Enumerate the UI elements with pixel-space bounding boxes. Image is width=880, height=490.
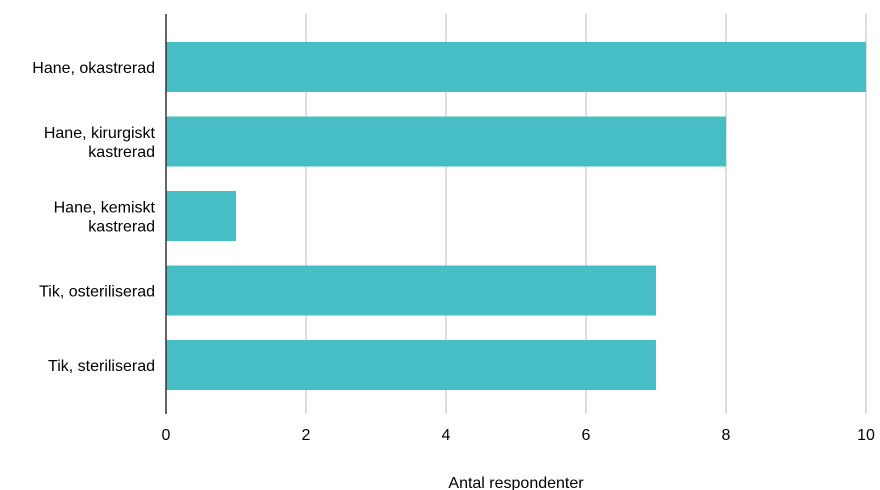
bar — [166, 265, 656, 316]
bar — [166, 191, 236, 241]
x-axis-title: Antal respondenter — [448, 475, 584, 490]
category-label: Hane, okastrerad — [32, 60, 155, 77]
x-tick-label: 6 — [582, 427, 591, 444]
category-label: Hane, kemiskt kastrerad — [54, 200, 156, 236]
x-tick-label: 2 — [302, 427, 311, 444]
bar — [166, 116, 726, 167]
category-label: Hane, kirurgiskt kastrerad — [44, 125, 156, 161]
category-label: Tik, steriliserad — [48, 358, 155, 375]
x-tick-labels: 0 2 4 6 8 10 — [162, 427, 875, 444]
category-labels: Hane, okastrerad Hane, kirurgiskt kastrera… — [32, 60, 155, 375]
x-tick-label: 0 — [162, 427, 171, 444]
x-tick-label: 8 — [722, 427, 731, 444]
bars — [166, 42, 866, 390]
x-tick-label: 10 — [857, 427, 875, 444]
x-tick-label: 4 — [442, 427, 451, 444]
bar — [166, 42, 866, 92]
bar — [166, 340, 656, 390]
category-label: Tik, osteriliserad — [39, 284, 155, 301]
